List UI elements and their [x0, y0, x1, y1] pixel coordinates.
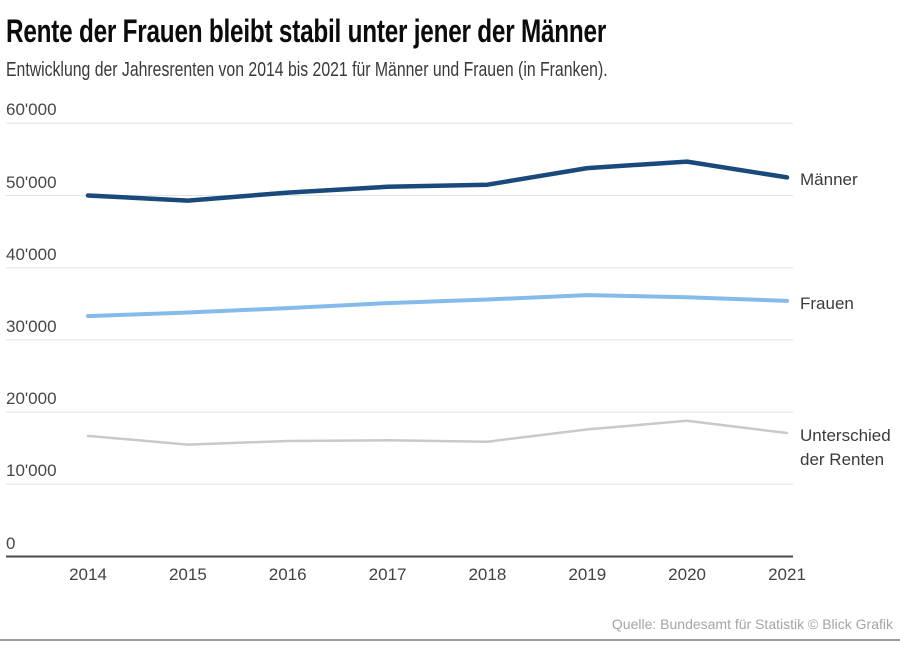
series-label: Männer: [800, 170, 858, 190]
y-tick-label: 50'000: [6, 172, 57, 192]
chart-subtitle: Entwicklung der Jahresrenten von 2014 bi…: [6, 59, 608, 81]
source-credit: Quelle: Bundesamt für Statistik © Blick …: [611, 616, 893, 632]
x-tick-label: 2020: [668, 565, 706, 584]
footer-rule: [0, 639, 900, 641]
x-tick-label: 2016: [268, 565, 307, 584]
y-tick-label: 40'000: [6, 244, 57, 264]
x-tick-label: 2014: [69, 565, 107, 584]
series-line-frauen: [86, 293, 789, 319]
x-tick-label: 2015: [168, 565, 207, 584]
series-line-unterschied-der-renten: [86, 419, 789, 446]
y-tick-label: 30'000: [6, 316, 57, 336]
y-tick-label: 60'000: [6, 100, 57, 120]
x-tick-label: 2018: [468, 565, 507, 584]
series-label: der Renten: [800, 450, 885, 469]
y-tick-label: 0: [6, 533, 16, 553]
series-label: Unterschied: [800, 426, 891, 445]
y-tick-label: 20'000: [6, 389, 57, 409]
x-tick-label: 2019: [568, 565, 607, 584]
chart-title: Rente der Frauen bleibt stabil unter jen…: [6, 13, 607, 49]
y-tick-label: 10'000: [6, 461, 57, 481]
x-tick-label: 2021: [768, 565, 806, 584]
series-line-m-nner: [85, 159, 790, 203]
series-label: Frauen: [800, 293, 854, 313]
x-tick-label: 2017: [368, 565, 407, 584]
